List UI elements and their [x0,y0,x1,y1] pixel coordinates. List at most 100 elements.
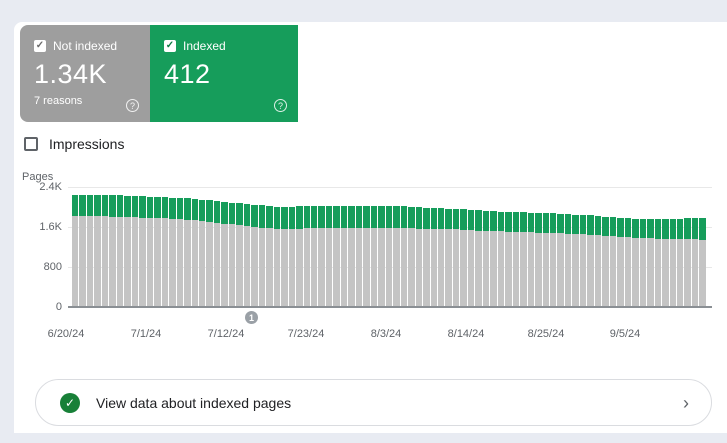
bar[interactable] [236,203,243,306]
bar[interactable] [617,217,624,306]
bar[interactable] [221,201,228,306]
bar[interactable] [452,208,460,306]
bar[interactable] [94,194,101,306]
bar[interactable] [191,198,198,306]
bar[interactable] [423,207,430,306]
bar[interactable] [490,211,497,306]
bar[interactable] [415,207,423,306]
bar[interactable] [176,198,184,306]
bar[interactable] [311,206,318,306]
bar[interactable] [86,194,94,306]
bar-not-indexed-segment [161,218,169,306]
bar[interactable] [609,217,617,306]
bar[interactable] [505,211,512,306]
bar[interactable] [699,218,706,306]
bar[interactable] [184,198,191,306]
bar[interactable] [460,209,467,306]
bar[interactable] [72,194,79,306]
help-icon[interactable]: ? [274,99,287,112]
bar[interactable] [393,206,400,306]
bar[interactable] [266,206,273,306]
bar[interactable] [288,206,296,306]
impressions-checkbox[interactable] [24,137,38,151]
bar[interactable] [669,219,676,306]
bar[interactable] [146,196,154,306]
bar[interactable] [624,218,632,306]
bar[interactable] [154,197,161,306]
bar[interactable] [303,206,310,306]
bar[interactable] [579,214,587,306]
bar[interactable] [116,195,124,306]
bar[interactable] [251,204,258,306]
not-indexed-checkbox[interactable]: ✓ [34,40,46,52]
bar[interactable] [557,213,564,306]
bar[interactable] [400,206,408,306]
bar[interactable] [296,206,303,306]
bar[interactable] [482,211,490,306]
bar[interactable] [639,218,647,306]
indexed-card[interactable]: ✓ Indexed 412 ? [150,25,298,122]
bar[interactable] [124,195,131,306]
bar[interactable] [161,197,169,306]
bar[interactable] [437,208,445,306]
bar[interactable] [467,209,475,306]
bar[interactable] [385,206,393,306]
bar[interactable] [333,205,340,306]
bar[interactable] [691,218,699,306]
bar[interactable] [370,205,378,306]
help-icon[interactable]: ? [126,99,139,112]
bar[interactable] [684,218,691,306]
view-indexed-pages-link[interactable]: ✓ View data about indexed pages › [35,379,712,426]
bar[interactable] [564,214,572,306]
bar[interactable] [169,197,176,306]
bar[interactable] [139,196,146,306]
bar[interactable] [632,218,639,306]
bar[interactable] [587,215,594,306]
bar[interactable] [325,206,333,306]
bar[interactable] [348,205,355,306]
bar[interactable] [79,194,86,306]
bar-indexed-segment [333,205,340,228]
bar[interactable] [475,210,482,306]
bar[interactable] [228,202,236,306]
bar[interactable] [662,219,669,306]
bar[interactable] [213,201,221,306]
bar[interactable] [109,195,116,306]
bar[interactable] [647,218,654,306]
bar[interactable] [243,204,251,306]
bar[interactable] [131,196,139,306]
bar[interactable] [542,213,549,306]
bar[interactable] [520,212,527,306]
bar[interactable] [273,206,281,306]
bar[interactable] [430,208,437,306]
annotation-marker[interactable]: 1 [245,311,258,324]
bar[interactable] [378,206,385,306]
bar[interactable] [198,199,206,306]
bar[interactable] [258,205,266,306]
bar[interactable] [594,216,602,306]
bar[interactable] [527,212,535,306]
bar[interactable] [512,212,520,306]
bar[interactable] [497,211,505,306]
bar[interactable] [535,212,542,306]
bar[interactable] [281,206,288,306]
bar[interactable] [550,213,557,306]
not-indexed-card[interactable]: ✓ Not indexed 1.34K 7 reasons ? [20,25,150,122]
indexed-checkbox[interactable]: ✓ [164,40,176,52]
bar[interactable] [318,206,325,306]
bar-not-indexed-segment [632,237,639,306]
bar-not-indexed-segment [251,226,258,306]
bar[interactable] [572,214,579,306]
bar[interactable] [602,216,609,306]
bar[interactable] [445,208,452,306]
bar[interactable] [363,205,370,306]
bar[interactable] [654,219,662,306]
bar[interactable] [408,206,415,306]
bar[interactable] [101,195,109,306]
bar[interactable] [206,200,213,306]
bar[interactable] [676,218,684,306]
bar[interactable] [355,205,363,306]
bar[interactable] [340,205,348,306]
impressions-toggle[interactable]: Impressions [24,136,124,152]
